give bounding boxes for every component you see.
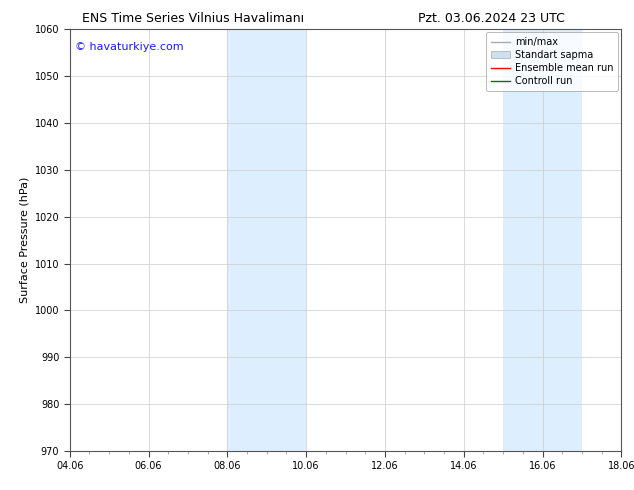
Bar xyxy=(503,29,582,451)
Legend: min/max, Standart sapma, Ensemble mean run, Controll run: min/max, Standart sapma, Ensemble mean r… xyxy=(486,32,618,91)
Y-axis label: Surface Pressure (hPa): Surface Pressure (hPa) xyxy=(19,177,29,303)
Text: © havaturkiye.com: © havaturkiye.com xyxy=(75,42,184,52)
Bar xyxy=(228,29,306,451)
Text: Pzt. 03.06.2024 23 UTC: Pzt. 03.06.2024 23 UTC xyxy=(418,12,566,25)
Text: ENS Time Series Vilnius Havalimanı: ENS Time Series Vilnius Havalimanı xyxy=(82,12,304,25)
